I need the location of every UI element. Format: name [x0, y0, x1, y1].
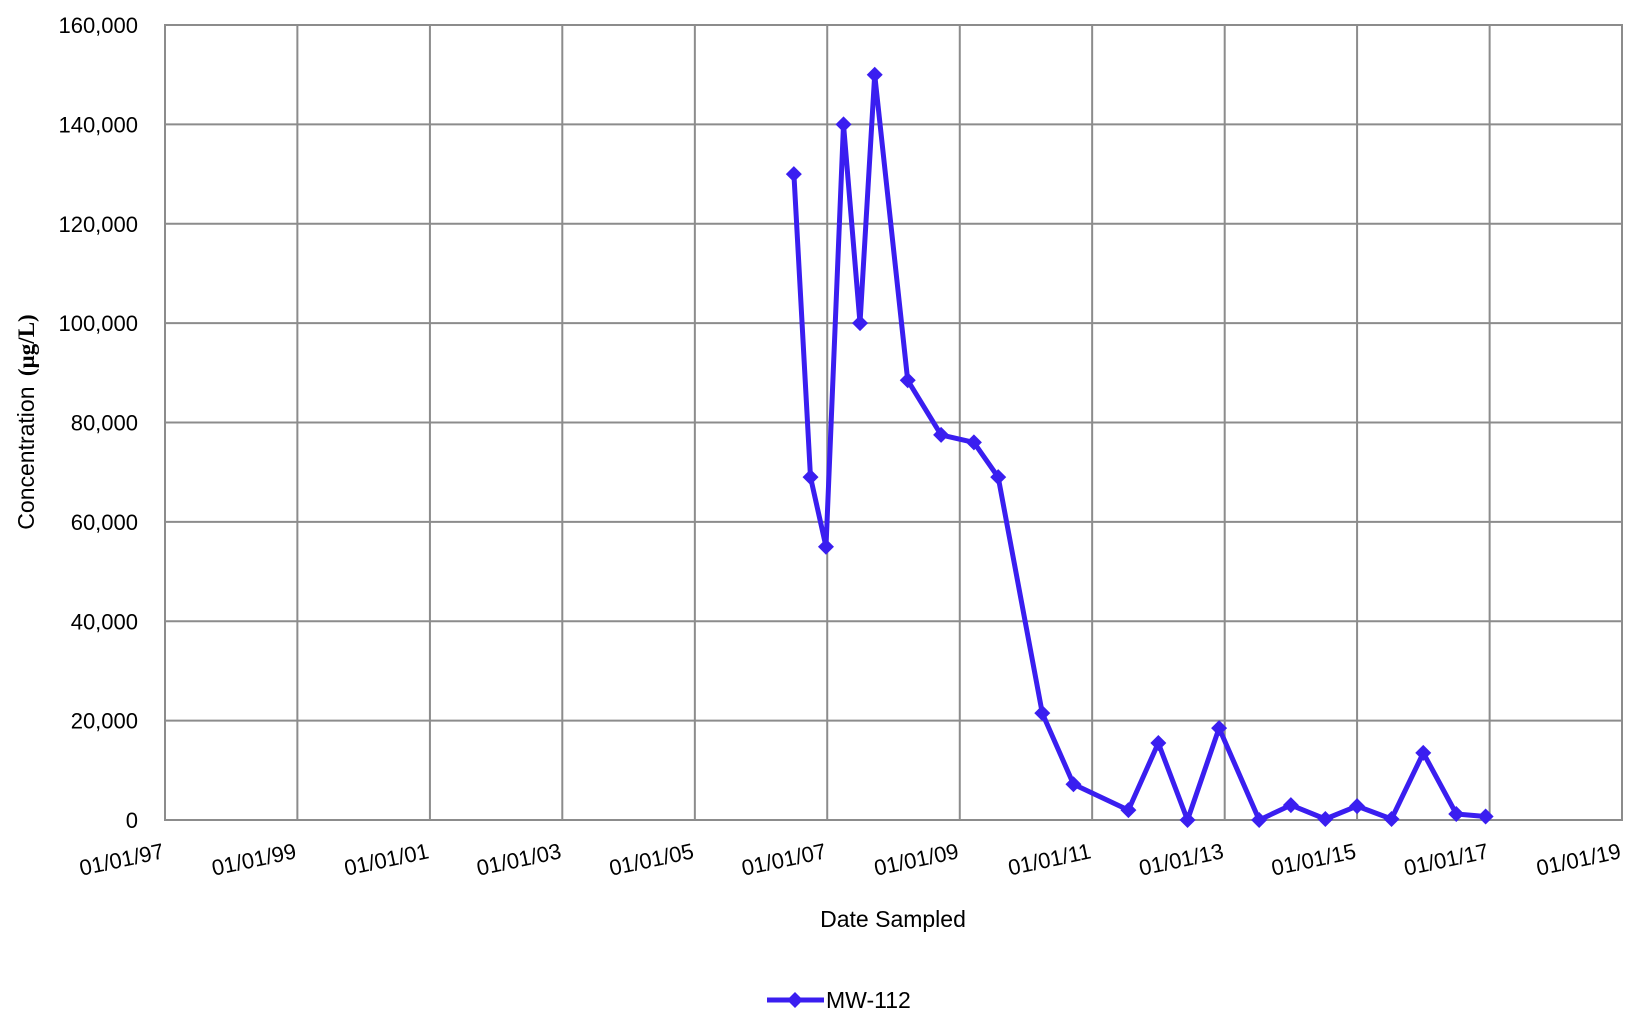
y-axis-title-text: Concentration: [13, 387, 39, 530]
data-point-marker: [1211, 720, 1228, 737]
data-point-marker: [1448, 806, 1465, 823]
y-tick-label: 120,000: [58, 212, 138, 237]
data-point-marker: [1065, 776, 1082, 793]
data-point-marker: [1317, 811, 1334, 828]
data-point-marker: [965, 434, 982, 451]
x-tick-label: 01/01/07: [739, 838, 828, 880]
y-axis-ticks: 0 20,000 40,000 60,000 80,000 100,000 120,000 1…: [58, 13, 138, 833]
data-point-marker: [852, 315, 869, 332]
data-point-marker: [1179, 812, 1196, 828]
legend: MW-112: [767, 987, 911, 1013]
y-tick-label: 160,000: [58, 13, 138, 38]
data-point-marker: [1477, 808, 1494, 825]
data-point-marker: [1150, 734, 1167, 751]
x-axis-title: Date Sampled: [820, 906, 966, 932]
plot-border: [164, 24, 1623, 821]
x-tick-label: 01/01/05: [607, 838, 696, 880]
data-point-marker: [835, 116, 852, 133]
data-point-marker: [1251, 812, 1268, 828]
legend-diamond-marker: [787, 992, 803, 1008]
x-tick-label: 01/01/01: [342, 838, 431, 880]
x-tick-label: 01/01/09: [872, 838, 961, 880]
data-point-marker: [866, 66, 883, 83]
y-tick-label: 100,000: [58, 311, 138, 336]
x-tick-label: 01/01/11: [1006, 838, 1093, 880]
y-tick-label: 60,000: [71, 510, 138, 535]
plot-area: [164, 24, 1623, 821]
x-axis-ticks: 01/01/97 01/01/99 01/01/01 01/01/03 01/01/05…: [77, 838, 1623, 880]
y-tick-label: 40,000: [71, 609, 138, 634]
series-layer: [785, 66, 1494, 828]
x-tick-label: 01/01/97: [77, 838, 166, 880]
data-point-marker: [785, 166, 802, 183]
y-axis-title: Concentration (µg/L): [13, 314, 39, 529]
data-point-marker: [817, 538, 834, 555]
legend-label: MW-112: [826, 987, 911, 1013]
series-line: [791, 72, 1486, 823]
data-point-marker: [1282, 797, 1299, 814]
x-tick-label: 01/01/13: [1137, 838, 1226, 880]
x-tick-label: 01/01/15: [1269, 838, 1358, 880]
data-point-marker: [1349, 798, 1366, 815]
x-tick-label: 01/01/99: [209, 838, 298, 880]
y-tick-label: 0: [126, 808, 138, 833]
data-point-marker: [802, 469, 819, 486]
data-point-marker: [933, 426, 950, 443]
x-tick-label: 01/01/19: [1534, 838, 1623, 880]
data-point-marker: [1120, 802, 1137, 819]
x-tick-label: 01/01/17: [1402, 838, 1491, 880]
data-point-marker: [1415, 744, 1432, 761]
data-point-marker: [899, 372, 916, 389]
data-point-marker: [1383, 811, 1400, 828]
x-tick-label: 01/01/03: [474, 838, 563, 880]
data-point-marker: [990, 469, 1007, 486]
y-tick-label: 140,000: [58, 112, 138, 137]
data-point-marker: [1034, 705, 1051, 722]
y-axis-title-unit: (µg/L): [14, 314, 39, 376]
grid-lines: [164, 24, 1623, 821]
y-tick-label: 80,000: [71, 411, 138, 436]
y-tick-label: 20,000: [71, 709, 138, 734]
